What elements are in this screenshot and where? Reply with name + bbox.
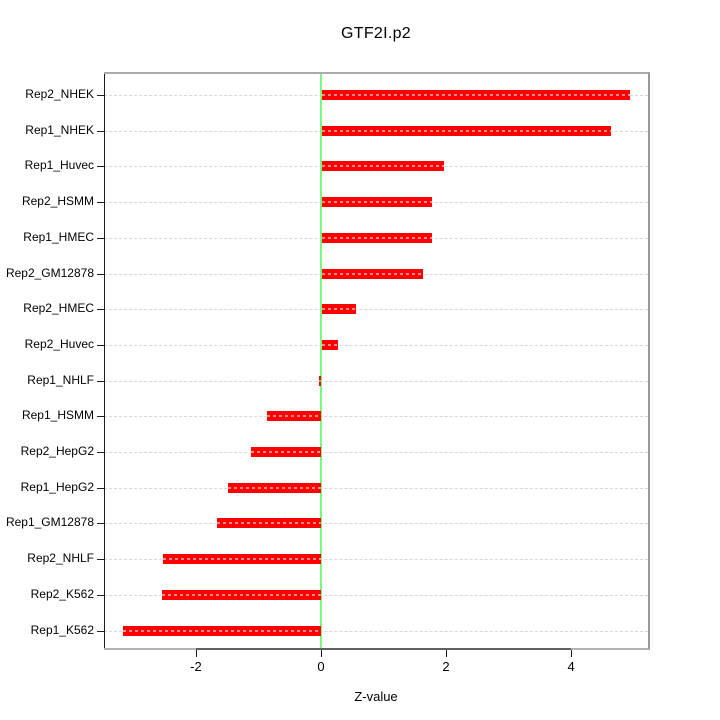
x-axis-tick-label-0: 0 [317, 659, 325, 674]
y-axis-tick [97, 380, 104, 382]
x-axis-tick [195, 650, 197, 657]
y-axis-tick [97, 416, 104, 418]
y-axis-line [104, 74, 105, 648]
bar-Rep1_Huvec [321, 161, 444, 172]
bar-Rep2_NHEK [321, 90, 630, 100]
gridline [104, 594, 648, 596]
x-axis-tick [446, 650, 448, 657]
gridline [104, 309, 648, 311]
bar-dash-pattern [163, 558, 321, 561]
bar-Rep2_HepG2 [250, 447, 321, 457]
bar-Rep2_K562 [162, 589, 321, 600]
bar-dash-pattern [319, 379, 321, 382]
y-axis-label-Rep1_Huvec: Rep1_Huvec [24, 158, 94, 173]
y-axis-label-Rep1_HSMM: Rep1_HSMM [21, 408, 94, 423]
bar-Rep2_NHLF [163, 554, 321, 565]
y-axis-label-Rep1_NHEK: Rep1_NHEK [25, 122, 94, 137]
x-axis-tick-label-2: 2 [442, 659, 450, 674]
gridline [104, 452, 648, 453]
bar-Rep2_GM12878 [321, 268, 423, 279]
y-axis-tick [97, 166, 104, 168]
y-axis-tick [97, 273, 104, 275]
bar-dash-pattern [250, 451, 321, 453]
gridline [104, 559, 648, 561]
y-axis-tick [97, 237, 104, 239]
y-axis-label-Rep2_HepG2: Rep2_HepG2 [20, 444, 94, 458]
x-axis-tick-label-4: 4 [567, 659, 575, 674]
bar-Rep1_NHEK [321, 125, 611, 136]
y-axis-tick [97, 594, 104, 596]
y-axis-label-Rep1_HepG2: Rep1_HepG2 [20, 479, 94, 494]
bar-Rep2_HMEC [321, 304, 356, 315]
gridline [104, 523, 648, 525]
y-axis-label-Rep1_K562: Rep1_K562 [30, 622, 94, 637]
chart-title: GTF2I.p2 [341, 25, 411, 42]
y-axis-tick [97, 523, 104, 525]
bar-Rep1_GM12878 [217, 518, 321, 529]
bar-Rep2_Huvec [321, 339, 338, 350]
gridline [104, 344, 648, 346]
y-axis-tick [97, 202, 104, 204]
y-axis-tick [97, 344, 104, 346]
gridline [104, 630, 648, 632]
bar-dash-pattern [321, 165, 444, 168]
bar-dash-pattern [227, 486, 321, 489]
y-axis-tick [97, 630, 104, 632]
x-axis-tick [571, 650, 573, 657]
plot-area [97, 72, 650, 657]
bar-Rep1_NHLF [319, 375, 321, 386]
bar-dash-pattern [162, 593, 321, 596]
y-axis-label-Rep1_GM12878: Rep1_GM12878 [5, 515, 94, 530]
bar-dash-pattern [321, 343, 338, 346]
y-axis-label-Rep1_NHLF: Rep1_NHLF [27, 372, 94, 387]
y-axis-tick [97, 487, 104, 489]
bar-dash-pattern [321, 272, 423, 275]
x-axis-title: Z-value [354, 689, 398, 704]
y-axis-label-Rep2_K562: Rep2_K562 [30, 586, 94, 601]
bar-Rep1_K562 [123, 625, 321, 636]
y-axis-label-Rep2_Huvec: Rep2_Huvec [24, 336, 94, 351]
x-axis-line [195, 648, 572, 650]
bar-Rep2_HSMM [321, 197, 433, 208]
gridline [104, 416, 648, 418]
y-axis-label-Rep2_NHLF: Rep2_NHLF [27, 551, 94, 566]
y-axis-tick [97, 309, 104, 311]
bar-Rep1_HMEC [321, 232, 433, 243]
y-axis-label-Rep2_HMEC: Rep2_HMEC [23, 301, 94, 316]
bar-dash-pattern [321, 94, 630, 96]
y-axis-tick [97, 559, 104, 561]
gridline [104, 487, 648, 489]
bar-dash-pattern [321, 236, 433, 239]
bar-dash-pattern [123, 629, 321, 632]
bar-dash-pattern [217, 522, 321, 525]
y-axis-label-Rep2_HSMM: Rep2_HSMM [21, 194, 94, 209]
bar-dash-pattern [321, 308, 356, 311]
y-axis-label-Rep2_GM12878: Rep2_GM12878 [5, 265, 94, 280]
y-axis-label-Rep1_HMEC: Rep1_HMEC [23, 229, 94, 244]
x-axis-tick [320, 650, 322, 657]
y-axis-tick [97, 452, 104, 453]
bar-dash-pattern [321, 129, 611, 132]
y-axis-tick [97, 130, 104, 132]
bar-dash-pattern [321, 201, 433, 204]
bar-dash-pattern [267, 415, 321, 418]
y-axis-tick [97, 95, 104, 96]
bar-Rep1_HSMM [267, 411, 321, 422]
zero-reference-line [319, 74, 322, 648]
bar-Rep1_HepG2 [227, 482, 321, 493]
y-axis-label-Rep2_NHEK: Rep2_NHEK [25, 87, 94, 101]
x-axis-tick-label--2: -2 [190, 659, 202, 674]
gridline [104, 380, 648, 382]
